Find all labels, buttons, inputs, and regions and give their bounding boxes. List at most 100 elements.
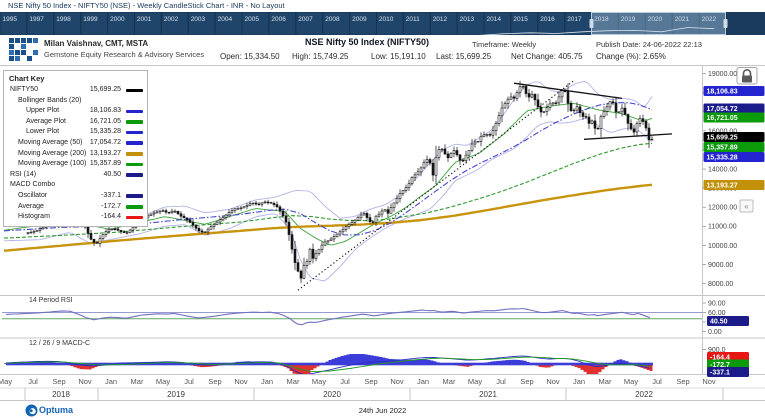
chart-key-label: Moving Average (100) bbox=[18, 160, 86, 167]
axis-price-badge: 15,699.25 bbox=[704, 132, 765, 142]
navigator-year-label: 2013 bbox=[460, 16, 475, 23]
month-label: Nov bbox=[390, 377, 404, 386]
month-label: Mar bbox=[131, 377, 144, 386]
chart-key-value: 13,193.27 bbox=[90, 149, 121, 160]
chart-key-value: -337.1 bbox=[101, 191, 121, 202]
svg-text:-337.1: -337.1 bbox=[710, 370, 730, 377]
chart-key-label: MACD Combo bbox=[10, 181, 55, 188]
chart-key-value: 15,357.89 bbox=[90, 159, 121, 170]
year-label: 2021 bbox=[479, 390, 497, 399]
navigator-selection-left-handle[interactable] bbox=[590, 19, 594, 28]
month-label: May bbox=[0, 377, 12, 386]
chart-key-label: Average Plot bbox=[26, 118, 66, 125]
axis-price-badge: -337.1 bbox=[707, 367, 749, 377]
footer-bar: Optuma 24th Jun 2022 bbox=[0, 400, 765, 420]
month-label: Nov bbox=[546, 377, 560, 386]
axis-tick-label: 11000.00 bbox=[708, 224, 737, 231]
axis-tick-label: 19000.00 bbox=[708, 71, 737, 78]
navigator-year-label: 2016 bbox=[540, 16, 555, 23]
month-label: May bbox=[156, 377, 170, 386]
last-stat: Last: 15,699.25 bbox=[436, 52, 491, 61]
month-label: Jul bbox=[28, 377, 38, 386]
svg-text:16,721.05: 16,721.05 bbox=[707, 115, 738, 122]
axis-tick-label: 0.00 bbox=[708, 329, 722, 336]
month-label: Jul bbox=[496, 377, 506, 386]
chart-key-label: Moving Average (200) bbox=[18, 150, 86, 157]
rsi-panel-label: 14 Period RSI bbox=[29, 297, 73, 304]
month-label: Sep bbox=[364, 377, 377, 386]
collapse-axis-icon[interactable]: « bbox=[740, 200, 753, 212]
chart-key-value: -172.7 bbox=[101, 202, 121, 213]
axis-price-badge: 40.50 bbox=[707, 316, 749, 326]
chart-key-swatch bbox=[126, 120, 143, 124]
month-label: Sep bbox=[208, 377, 221, 386]
axis-tick-label: 10000.00 bbox=[708, 243, 737, 250]
chart-key-value: 15,699.25 bbox=[90, 85, 121, 96]
chart-key-swatch bbox=[126, 131, 143, 135]
chart-header: Milan Vaishnav, CMT, MSTA Gemstone Equit… bbox=[0, 35, 765, 66]
month-label: Nov bbox=[78, 377, 92, 386]
navigator-year-label: 2004 bbox=[218, 16, 233, 23]
chart-key-label: Oscillator bbox=[18, 192, 47, 199]
change-pct-stat: Change (%): 2.65% bbox=[596, 52, 666, 61]
axis-tick-label: 90.00 bbox=[708, 300, 726, 307]
chart-key-value: 16,721.05 bbox=[90, 117, 121, 128]
month-label: Jan bbox=[417, 377, 429, 386]
axis-price-badge: 16,721.05 bbox=[704, 113, 765, 123]
month-label: Sep bbox=[52, 377, 65, 386]
svg-text:15,335.28: 15,335.28 bbox=[707, 155, 738, 162]
month-label: Jul bbox=[340, 377, 350, 386]
footer-date: 24th Jun 2022 bbox=[0, 406, 765, 415]
month-label: Nov bbox=[702, 377, 716, 386]
chart-key-swatch bbox=[126, 163, 143, 167]
navigator-year-label: 1999 bbox=[83, 16, 98, 23]
chart-key-row: Moving Average (100) 15,357.89 bbox=[4, 159, 147, 170]
chart-key-row: Average-172.7 bbox=[4, 202, 147, 213]
chart-key-swatch bbox=[126, 152, 143, 156]
chart-key-swatch bbox=[126, 89, 143, 93]
macd-panel-label: 12 / 26 / 9 MACD-C bbox=[29, 340, 90, 347]
navigator-year-label: 1995 bbox=[3, 16, 18, 23]
svg-text:«: « bbox=[744, 202, 749, 211]
window-title: NSE Nifty 50 Index - NIFTY50 (NSE) - Wee… bbox=[8, 1, 285, 10]
chart-key-value: 18,106.83 bbox=[90, 106, 121, 117]
chart-key-swatch bbox=[126, 216, 143, 220]
chart-key-row: Moving Average (50)17,054.72 bbox=[4, 138, 147, 149]
analyst-name: Milan Vaishnav, CMT, MSTA bbox=[44, 39, 148, 48]
navigator-year-label: 1997 bbox=[29, 16, 44, 23]
chart-title: NSE Nifty 50 Index (NIFTY50) bbox=[305, 37, 429, 47]
axis-tick-label: 12000.00 bbox=[708, 205, 737, 212]
window-title-bar: NSE Nifty 50 Index - NIFTY50 (NSE) - Wee… bbox=[0, 0, 765, 12]
navigator-overflow bbox=[726, 12, 765, 35]
month-label: Sep bbox=[676, 377, 689, 386]
axis-tick-label: 8000.00 bbox=[708, 281, 733, 288]
chart-key-value: 15,335.28 bbox=[90, 127, 121, 138]
navigator-selection-right-handle[interactable] bbox=[724, 19, 728, 28]
navigator-year-label: 2017 bbox=[567, 16, 582, 23]
month-label: May bbox=[624, 377, 638, 386]
lock-icon[interactable] bbox=[737, 68, 757, 85]
chart-key-value: -164.4 bbox=[101, 212, 121, 223]
chart-key-swatch bbox=[126, 141, 143, 145]
axis-tick-label: 60.00 bbox=[708, 310, 726, 317]
svg-text:15,357.89: 15,357.89 bbox=[707, 145, 738, 152]
month-label: Sep bbox=[520, 377, 533, 386]
axis-price-badge: 17,054.72 bbox=[704, 104, 765, 114]
navigator-year-label: 2002 bbox=[164, 16, 179, 23]
month-label: Mar bbox=[443, 377, 456, 386]
axis-tick-label: 9000.00 bbox=[708, 262, 733, 269]
chart-key-swatch bbox=[126, 205, 143, 209]
month-label: May bbox=[312, 377, 326, 386]
month-label: Jan bbox=[573, 377, 585, 386]
month-label: Jul bbox=[652, 377, 662, 386]
month-label: Jul bbox=[184, 377, 194, 386]
navigator-selection[interactable] bbox=[592, 13, 726, 35]
year-label: 2020 bbox=[323, 390, 341, 399]
chart-key-label: Moving Average (50) bbox=[18, 139, 82, 146]
navigator-year-label: 1998 bbox=[56, 16, 71, 23]
